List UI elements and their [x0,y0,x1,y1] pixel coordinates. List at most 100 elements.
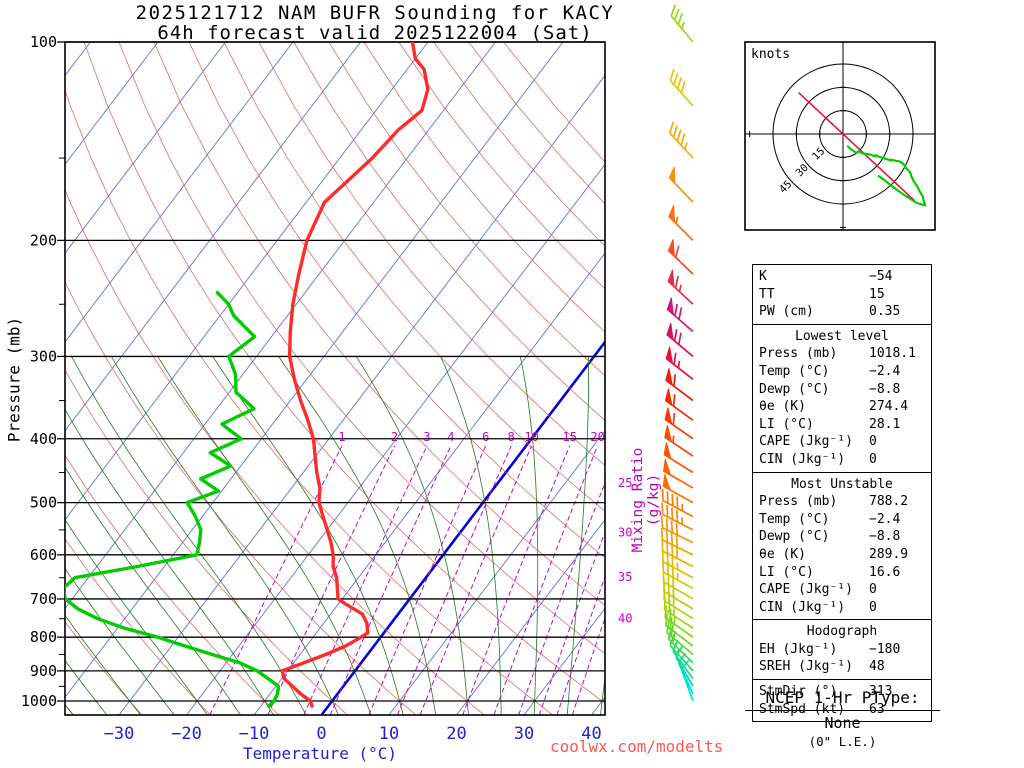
barb-staff [662,571,694,590]
stat-row: CAPE (Jkg⁻¹) 0 [753,433,931,451]
wind-barb [664,388,694,421]
temperature-tick-label: −30 [104,724,135,744]
stat-label: Press (mb) [759,346,838,362]
wind-barb [663,588,694,620]
stat-row: θe (K) 289.9 [753,546,931,564]
isotherm-line [65,42,564,698]
stat-row: CIN (Jkg⁻¹) 0 [753,599,931,617]
barb-half [675,648,680,657]
stat-value: −180 [869,641,901,657]
temperature-tick-label: 30 [514,724,534,744]
barb-half [673,616,676,625]
barb-full [670,532,674,545]
barb-staff [662,526,694,544]
hodograph-ring [819,110,867,158]
stat-value: 1018.1 [869,346,916,362]
stat-row: Dewp (°C) −8.8 [753,528,931,546]
barb-flag [664,388,673,407]
barb-full [677,332,682,345]
stat-label: CIN (Jkg⁻¹) [759,451,846,467]
mixing-ratio-value-label: 1 [338,430,345,444]
stat-label: EH (Jkg⁻¹) [759,641,838,657]
stat-value: 16.6 [869,564,901,580]
barb-full [670,520,674,533]
barb-full [660,515,664,528]
stat-row: Press (mb) 1018.1 [753,345,931,363]
moist-adiabat-line [65,567,175,715]
wind-barb [668,166,694,203]
stat-label: CAPE (Jkg⁻¹) [759,434,853,450]
stat-label: CIN (Jkg⁻¹) [759,599,846,615]
barb-staff [667,638,694,664]
barb-full [674,245,680,258]
mixing-ratio-line [396,445,512,715]
barb-full [674,303,679,316]
stat-row: Temp (°C) −2.4 [753,363,931,381]
dry-adiabat-line [83,42,605,704]
stat-label: PW (cm) [759,304,814,320]
stat-label: StmDir (°) [759,684,838,700]
barb-flag [668,166,676,185]
stat-value: −8.8 [869,381,901,397]
barb-flag [665,368,673,387]
mixing-ratio-value-label: 35 [618,570,632,584]
isotherm-line [65,42,496,610]
mixing-ratio-line [462,445,571,715]
mixing-ratio-value-label: 40 [618,611,632,625]
dry-adiabat-line [188,42,605,559]
freezing-isotherm-line [320,339,605,715]
mixing-ratio-value-label: 2 [391,430,398,444]
barb-half [677,360,681,369]
barb-flag [665,346,674,365]
isotherm-line [186,163,605,715]
barb-full [674,276,679,289]
dry-adiabat-line [65,188,485,715]
stats-section: K −54 TT 15 PW (cm) 0.35 [753,265,931,324]
barb-full [666,541,669,554]
barb-flag [666,297,675,316]
barb-full [672,394,676,407]
stat-value: 313 [869,684,893,700]
barb-staff [662,561,694,579]
dry-adiabat-line [328,42,605,377]
mixing-ratio-line [419,445,533,715]
barb-half [675,216,679,224]
barb-flag [664,407,673,426]
mixing-ratio-value-label: 15 [562,430,576,444]
storm-motion-line [798,91,916,202]
temperature-tick-label: 0 [316,724,326,744]
barb-flag [666,322,674,341]
wind-barb [668,121,694,159]
stat-row: TT 15 [753,286,931,304]
barb-full [675,535,679,548]
dry-adiabats-group [65,42,605,715]
stat-row: CAPE (Jkg⁻¹) 0 [753,581,931,599]
watermark-link[interactable]: coolwx.com/modelts [550,737,724,756]
stat-value: 15 [869,286,885,302]
hodograph-ring-label: 30 [794,162,811,179]
wind-barb [666,322,694,358]
barb-staff [662,550,694,568]
barb-full [672,125,678,138]
barb-flag [667,239,675,258]
hodograph-units-label: knots [751,47,791,62]
stat-label: SREH (Jkg⁻¹) [759,659,853,675]
pressure-tick-label: 600 [30,546,57,564]
stat-row: CIN (Jkg⁻¹) 0 [753,451,931,469]
barb-staff [664,616,694,638]
isotherm-line [65,42,429,521]
hodograph-ring [795,86,891,182]
mixing-ratio-line [556,575,605,715]
barb-flag [668,205,676,224]
wind-barb [664,407,694,440]
wind-barb [660,527,694,556]
stat-value: 788.2 [869,494,909,510]
temperature-ticks-group: −30 −20 −10 0 10 20 30 40 [104,724,602,744]
isotherm-line [456,518,605,715]
mixing-ratio-line [267,445,395,715]
stat-value: −2.4 [869,511,901,527]
moist-adiabat-line [65,466,241,715]
barb-full [675,546,679,559]
mixing-ratio-line [209,445,343,715]
